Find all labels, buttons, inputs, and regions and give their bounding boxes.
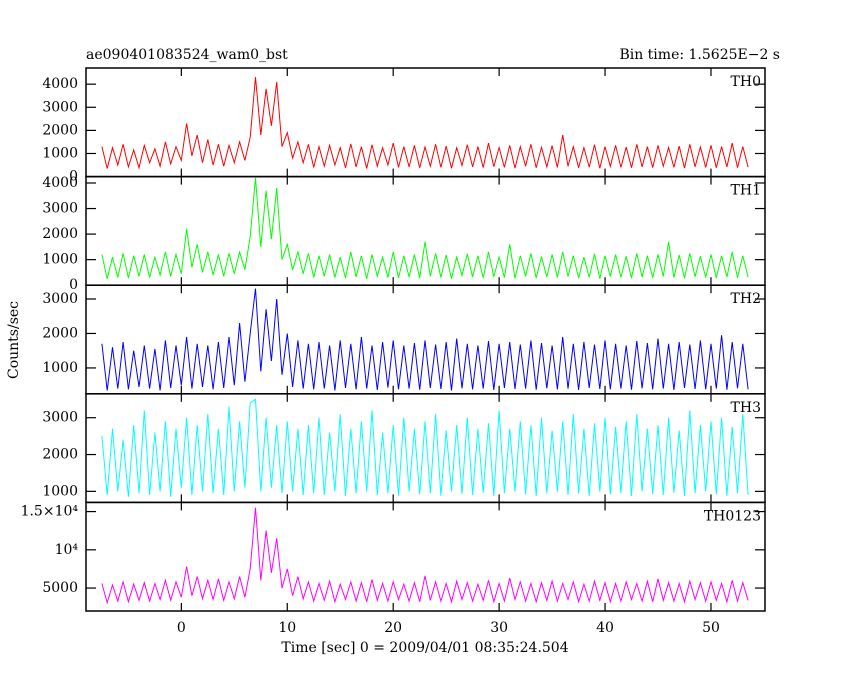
y-tick-label: 3000 bbox=[42, 201, 78, 217]
y-tick-label: 2000 bbox=[42, 325, 78, 341]
x-tick-label: 10 bbox=[278, 620, 296, 636]
y-tick-label: 3000 bbox=[42, 410, 78, 426]
x-tick-label: 0 bbox=[177, 620, 186, 636]
panel-frame bbox=[85, 67, 766, 178]
y-axis-label: Counts/sec bbox=[6, 301, 22, 379]
panel-frame bbox=[85, 501, 766, 612]
y-tick-label: 2000 bbox=[42, 447, 78, 463]
panel-frame bbox=[85, 175, 766, 286]
panel-label: TH0123 bbox=[704, 508, 761, 524]
y-tick-label: 2000 bbox=[42, 226, 78, 242]
y-tick-label: 4000 bbox=[42, 175, 78, 191]
x-tick-label: 30 bbox=[490, 620, 508, 636]
panel-label: TH1 bbox=[731, 183, 761, 199]
series-line bbox=[101, 77, 749, 170]
y-tick-label: 1000 bbox=[42, 360, 78, 376]
y-tick-label: 10⁴ bbox=[55, 542, 79, 558]
x-tick-label: 50 bbox=[702, 620, 720, 636]
y-tick-label: 3000 bbox=[42, 99, 78, 115]
chart-subtitle: Bin time: 1.5625E−2 s bbox=[619, 47, 780, 63]
y-tick-label: 1.5×10⁴ bbox=[21, 504, 79, 520]
y-tick-label: 1000 bbox=[42, 145, 78, 161]
x-axis-label: Time [sec] 0 = 2009/04/01 08:35:24.504 bbox=[281, 640, 568, 656]
x-tick-label: 40 bbox=[596, 620, 614, 636]
y-tick-label: 4000 bbox=[42, 76, 78, 92]
chart-title: ae090401083524_wam0_bst bbox=[86, 47, 288, 63]
y-tick-label: 0 bbox=[69, 277, 78, 293]
panel-frame bbox=[85, 284, 766, 395]
y-tick-label: 2000 bbox=[42, 122, 78, 138]
panel-label: TH2 bbox=[731, 291, 761, 307]
series-line bbox=[101, 398, 749, 497]
series-line bbox=[101, 288, 749, 391]
panel-frame bbox=[85, 393, 766, 504]
y-tick-label: 1000 bbox=[42, 252, 78, 268]
y-tick-label: 3000 bbox=[42, 291, 78, 307]
series-line bbox=[101, 507, 749, 605]
x-tick-label: 20 bbox=[384, 620, 402, 636]
y-tick-label: 5000 bbox=[42, 580, 78, 596]
panel-label: TH0 bbox=[731, 74, 761, 90]
y-tick-label: 1000 bbox=[42, 483, 78, 499]
panel-label: TH3 bbox=[731, 400, 761, 416]
series-line bbox=[101, 177, 749, 279]
y-tick-label: 0 bbox=[69, 169, 78, 185]
